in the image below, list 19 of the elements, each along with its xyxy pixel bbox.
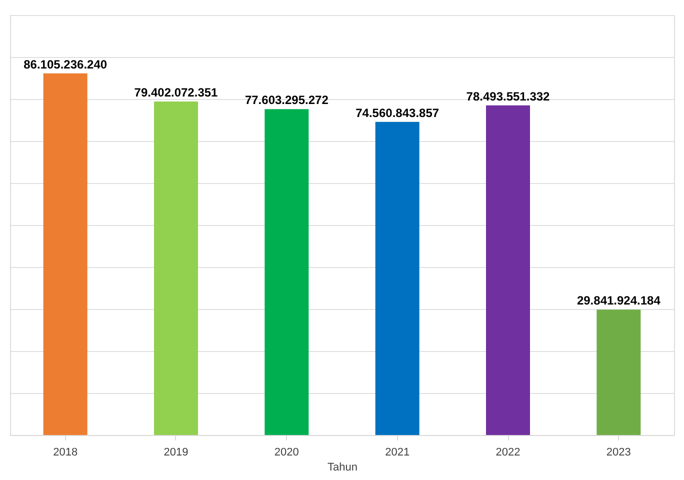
data-label: 79.402.072.351 <box>134 86 218 100</box>
x-tick-label: 2023 <box>606 446 631 458</box>
data-label: 29.841.924.184 <box>576 294 661 308</box>
x-tick-label: 2019 <box>164 446 188 458</box>
x-axis-title: Tahun <box>328 462 358 474</box>
bar <box>264 109 309 435</box>
bar <box>154 102 198 435</box>
data-label: 77.603.295.272 <box>244 93 329 108</box>
bar <box>596 310 641 435</box>
data-label: 74.560.843.857 <box>356 106 440 120</box>
x-tick-label: 2021 <box>385 446 410 458</box>
x-tick-label: 2022 <box>496 446 520 458</box>
bar <box>43 73 88 435</box>
bar <box>375 122 420 435</box>
x-tick-label: 2020 <box>274 446 299 458</box>
x-tick-label: 2018 <box>53 446 78 458</box>
data-label: 78.493.551.332 <box>466 89 550 104</box>
bar <box>486 105 530 435</box>
data-label: 86.105.236.240 <box>24 57 108 72</box>
